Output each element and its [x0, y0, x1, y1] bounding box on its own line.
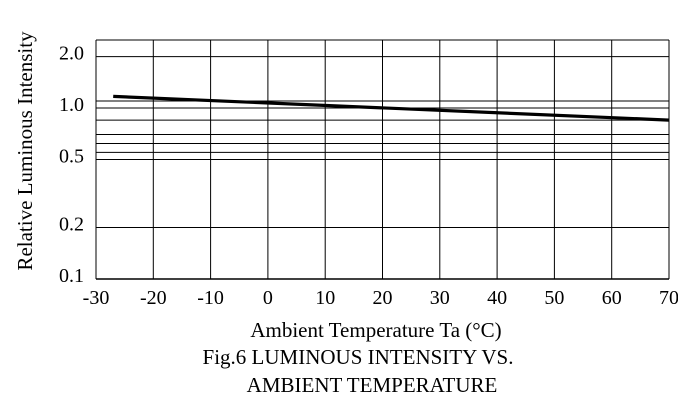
x-tick-label: -10 — [197, 287, 224, 309]
series-line-0 — [113, 94, 670, 122]
y-tick-label: 1.0 — [59, 94, 84, 116]
figure-caption-line-2: AMBIENT TEMPERATURE — [247, 373, 498, 397]
figure-caption-line-1: Fig.6 LUMINOUS INTENSITY VS. — [203, 345, 514, 369]
x-tick-label: -20 — [140, 287, 167, 309]
grid — [95, 39, 670, 280]
series-layer — [113, 94, 670, 122]
x-tick-label: 60 — [602, 287, 622, 309]
y-tick-label: 0.5 — [59, 146, 84, 168]
y-tick-label: 2.0 — [59, 43, 84, 65]
y-tick-label: 0.2 — [59, 214, 84, 236]
x-tick-label: 20 — [373, 287, 393, 309]
x-tick-label: 70 — [659, 287, 678, 309]
x-tick-label: 0 — [263, 287, 273, 309]
x-tick-label: 40 — [487, 287, 507, 309]
y-tick-label: 0.1 — [59, 265, 84, 287]
x-axis-label: Ambient Temperature Ta (°C) — [250, 318, 501, 342]
tick-labels: -30 -20 -10 0 10 20 30 40 50 60 70 0.1 0.2 0.5 1.0 2.0 — [59, 43, 678, 309]
x-tick-label: 50 — [544, 287, 564, 309]
y-axis-label: Relative Luminous Intensity — [13, 31, 37, 271]
x-tick-label: 30 — [430, 287, 450, 309]
x-tick-label: 10 — [315, 287, 335, 309]
x-tick-label: -30 — [83, 287, 110, 309]
